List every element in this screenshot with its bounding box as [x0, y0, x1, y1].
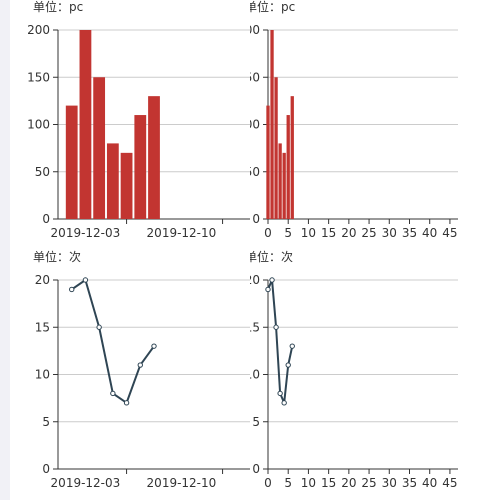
y-tick-label: 150 [250, 70, 260, 84]
y-tick-label: 200 [250, 23, 260, 37]
x-tick-label: 45 [442, 226, 457, 240]
y-tick-label: 20 [35, 273, 50, 287]
unit-label: 单位：次 [250, 250, 293, 264]
bar[interactable] [278, 143, 282, 219]
chart-bar-time: 单位：pc 0 50 100 150 200 2019-12-03 2019-12-10 [27, 0, 250, 240]
bar[interactable] [120, 152, 133, 219]
x-tick-label: 25 [361, 226, 376, 240]
y-tick-label: 0 [42, 462, 50, 476]
y-tick-label: 0 [252, 462, 260, 476]
y-tick-label: 200 [27, 23, 50, 37]
data-point[interactable] [82, 277, 89, 283]
y-tick-label: 5 [252, 415, 260, 429]
chart-line-time: 单位：次 0 5 10 15 20 2019-12-03 2019-12-10 [33, 250, 250, 490]
x-tick-label: 45 [442, 476, 457, 490]
data-point[interactable] [123, 400, 130, 406]
unit-label: 单位：pc [33, 0, 83, 14]
series-line [71, 279, 155, 404]
data-point[interactable] [265, 286, 271, 293]
y-tick-label: 10 [250, 368, 260, 382]
data-point[interactable] [151, 343, 157, 349]
bar[interactable] [65, 105, 78, 219]
data-point[interactable] [96, 324, 102, 330]
bar[interactable] [282, 152, 286, 219]
bar[interactable] [266, 105, 270, 219]
bar[interactable] [106, 143, 119, 219]
x-tick-label: 2019-12-03 [51, 226, 121, 240]
x-tick-label: 30 [382, 476, 397, 490]
x-tick-label: 30 [382, 226, 397, 240]
data-point[interactable] [69, 286, 75, 293]
y-tick-label: 20 [250, 273, 260, 287]
x-tick-label: 20 [341, 476, 356, 490]
data-point[interactable] [110, 390, 116, 397]
y-tick-label: 150 [27, 70, 50, 84]
data-point[interactable] [137, 362, 143, 368]
data-point[interactable] [269, 277, 275, 283]
y-tick-label: 15 [35, 320, 50, 334]
x-tick-label: 5 [284, 226, 292, 240]
x-tick-label: 5 [284, 476, 292, 490]
series-line [267, 279, 294, 404]
bar[interactable] [274, 77, 278, 219]
page-left-strip [0, 0, 10, 500]
bar[interactable] [148, 96, 160, 219]
bar[interactable] [134, 115, 147, 219]
x-tick-label: 40 [422, 226, 437, 240]
bar[interactable] [286, 115, 290, 219]
y-tick-label: 15 [250, 320, 260, 334]
unit-label: 单位：pc [250, 0, 295, 14]
x-tick-label: 2019-12-10 [147, 476, 217, 490]
y-tick-label: 50 [250, 165, 260, 179]
x-tick-label: 10 [301, 476, 316, 490]
data-point[interactable] [285, 362, 291, 368]
x-tick-label: 2019-12-03 [51, 476, 121, 490]
unit-label: 单位：次 [33, 250, 81, 264]
x-tick-label: 0 [264, 226, 272, 240]
bar[interactable] [79, 30, 92, 219]
data-point[interactable] [277, 390, 283, 397]
x-tick-label: 10 [301, 226, 316, 240]
chart-bar-value: 单位：pc050100150200051015202530354045 [250, 0, 458, 240]
y-tick-label: 0 [42, 212, 50, 226]
data-point[interactable] [281, 400, 287, 406]
x-tick-label: 25 [361, 476, 376, 490]
bar[interactable] [290, 96, 294, 219]
data-point[interactable] [289, 343, 295, 349]
data-point[interactable] [273, 324, 279, 330]
x-tick-label: 35 [402, 476, 417, 490]
bar[interactable] [270, 30, 274, 219]
y-tick-label: 10 [35, 368, 50, 382]
x-tick-label: 15 [321, 226, 336, 240]
x-tick-label: 0 [264, 476, 272, 490]
y-tick-label: 0 [252, 212, 260, 226]
x-tick-label: 2019-12-10 [147, 226, 217, 240]
y-tick-label: 50 [35, 165, 50, 179]
y-tick-label: 5 [42, 415, 50, 429]
chart-line-value: 单位：次05101520051015202530354045 [250, 250, 458, 490]
x-tick-label: 20 [341, 226, 356, 240]
x-tick-label: 15 [321, 476, 336, 490]
x-tick-label: 40 [422, 476, 437, 490]
y-tick-label: 100 [27, 118, 50, 132]
bar[interactable] [93, 77, 106, 219]
x-tick-label: 35 [402, 226, 417, 240]
y-tick-label: 100 [250, 118, 260, 132]
